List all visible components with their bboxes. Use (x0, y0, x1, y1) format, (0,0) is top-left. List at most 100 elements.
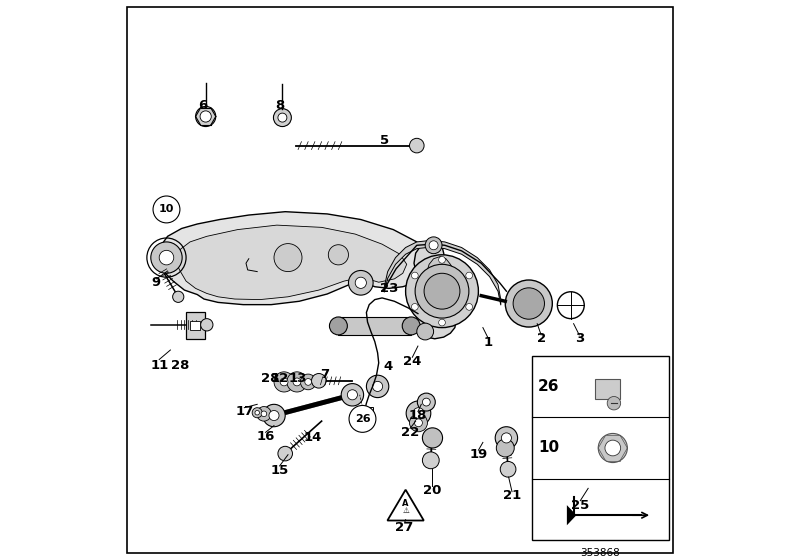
Text: 5: 5 (380, 133, 389, 147)
Circle shape (255, 410, 259, 415)
Text: 10: 10 (158, 204, 174, 214)
Circle shape (466, 272, 473, 279)
Text: 8: 8 (275, 99, 284, 112)
Text: 353868: 353868 (580, 548, 620, 558)
Circle shape (422, 428, 442, 448)
Circle shape (502, 433, 511, 443)
Circle shape (201, 319, 213, 331)
Circle shape (424, 273, 460, 309)
Circle shape (607, 396, 621, 410)
Circle shape (278, 446, 293, 461)
Circle shape (605, 440, 621, 456)
FancyBboxPatch shape (588, 479, 602, 491)
Text: ⚠: ⚠ (402, 506, 409, 515)
Circle shape (506, 280, 552, 327)
Circle shape (406, 255, 478, 328)
Text: 24: 24 (403, 354, 422, 368)
Text: 23: 23 (380, 282, 398, 295)
Circle shape (274, 244, 302, 272)
Circle shape (274, 372, 294, 392)
Text: 16: 16 (257, 430, 274, 444)
Text: 4: 4 (383, 360, 392, 374)
Circle shape (300, 374, 316, 390)
Polygon shape (430, 241, 501, 305)
Polygon shape (159, 212, 433, 305)
Text: 11: 11 (150, 358, 168, 372)
Text: 3: 3 (574, 332, 584, 346)
Bar (595, 379, 619, 399)
Text: 19: 19 (470, 448, 487, 461)
Circle shape (269, 410, 279, 421)
Text: 7: 7 (320, 367, 330, 381)
Text: 26: 26 (538, 379, 559, 394)
Circle shape (151, 242, 182, 273)
Text: 28: 28 (261, 371, 279, 385)
Text: 25: 25 (571, 498, 590, 512)
Polygon shape (387, 489, 424, 521)
Circle shape (261, 411, 266, 417)
Circle shape (311, 374, 326, 388)
Circle shape (257, 407, 271, 421)
Circle shape (341, 384, 363, 406)
Text: 22: 22 (401, 426, 419, 439)
Circle shape (410, 414, 427, 432)
Text: 13: 13 (289, 371, 307, 385)
Text: 28: 28 (171, 358, 190, 372)
Text: 2: 2 (537, 332, 546, 346)
Text: 26: 26 (354, 414, 370, 424)
Circle shape (349, 270, 373, 295)
Circle shape (413, 408, 424, 419)
Circle shape (411, 304, 418, 310)
Polygon shape (176, 225, 406, 300)
Circle shape (513, 288, 545, 319)
Text: 18: 18 (409, 409, 427, 422)
Circle shape (422, 398, 430, 406)
Circle shape (153, 196, 180, 223)
Text: 10: 10 (538, 441, 559, 455)
Text: A: A (402, 500, 409, 508)
Circle shape (330, 317, 347, 335)
Circle shape (305, 379, 311, 385)
Circle shape (347, 390, 358, 400)
Circle shape (598, 433, 627, 463)
Circle shape (438, 319, 446, 326)
Polygon shape (384, 241, 433, 292)
Circle shape (262, 404, 286, 427)
Circle shape (252, 408, 262, 418)
Polygon shape (567, 505, 576, 525)
Circle shape (426, 237, 442, 254)
Circle shape (410, 138, 424, 153)
Circle shape (466, 304, 473, 310)
Polygon shape (426, 256, 457, 304)
Circle shape (287, 372, 307, 392)
Bar (358, 407, 373, 417)
Text: 27: 27 (395, 521, 414, 534)
Circle shape (280, 378, 288, 386)
Circle shape (355, 277, 366, 288)
Circle shape (173, 291, 184, 302)
Circle shape (429, 241, 438, 250)
Circle shape (418, 393, 435, 411)
Circle shape (500, 461, 516, 477)
Text: 9: 9 (152, 276, 161, 290)
Circle shape (200, 111, 211, 122)
Circle shape (196, 106, 216, 127)
Circle shape (274, 109, 291, 127)
Circle shape (278, 113, 287, 122)
FancyBboxPatch shape (186, 312, 205, 339)
Circle shape (406, 401, 430, 426)
Circle shape (417, 323, 434, 340)
Text: 15: 15 (270, 464, 289, 477)
Circle shape (328, 245, 349, 265)
Circle shape (438, 256, 446, 263)
Circle shape (293, 378, 301, 386)
Text: 21: 21 (503, 489, 521, 502)
Circle shape (415, 264, 469, 318)
Text: 6: 6 (198, 99, 207, 112)
Circle shape (495, 427, 518, 449)
Bar (338, 317, 411, 335)
Circle shape (373, 381, 382, 391)
Text: 1: 1 (484, 336, 493, 349)
Bar (531, 356, 669, 540)
Circle shape (414, 419, 422, 427)
